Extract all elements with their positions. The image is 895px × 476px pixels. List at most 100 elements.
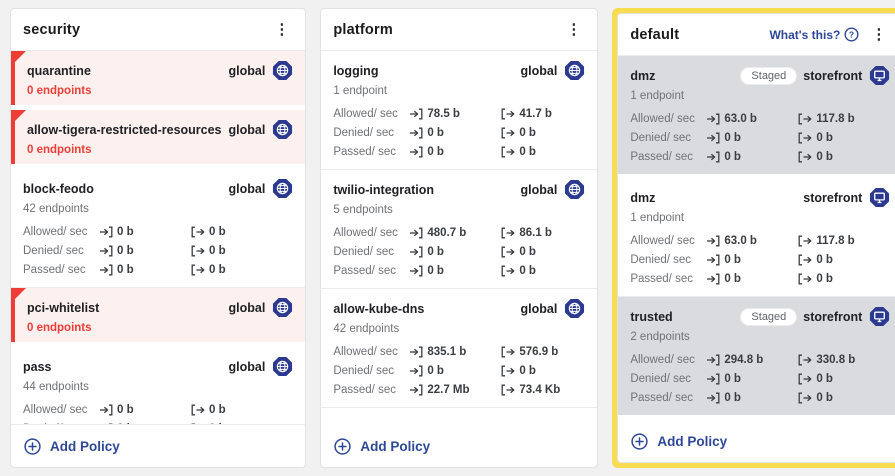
ingress-icon (707, 354, 720, 365)
policy-name: trusted (630, 309, 673, 324)
add-policy-label: Add Policy (50, 438, 120, 454)
policy-card[interactable]: quarantine global 0 endpoints (11, 51, 306, 105)
stat-label: Passed/ sec (333, 145, 396, 158)
policy-card-title-row: pass global (23, 356, 293, 377)
stat-egress: 0 b (191, 264, 293, 276)
policy-card[interactable]: twilio-integration global 5 endpoints Al… (321, 170, 598, 289)
ingress-value: 0 b (117, 244, 134, 257)
policy-stats: Allowed/ sec 63.0 b 117.8 b Denied/ sec (630, 109, 890, 166)
whats-this-label: What's this? (769, 27, 841, 42)
policy-card[interactable]: allow-kube-dns global 42 endpoints Allow… (321, 289, 598, 408)
policy-board: security ⋮ quarantine global 0 endpoints (10, 8, 895, 468)
policy-card-title-row: dmz storefront (630, 187, 890, 208)
add-policy-button[interactable]: Add Policy (321, 425, 597, 467)
policy-scope: global (228, 63, 266, 78)
policy-card[interactable]: dmz storefront 1 endpoint Allowed/ sec 6… (618, 178, 895, 297)
policy-card[interactable]: logging global 1 endpoint Allowed/ sec 7… (321, 51, 598, 170)
egress-icon (191, 226, 205, 237)
stat-ingress: 78.5 b (409, 108, 501, 120)
ingress-value: 0 b (117, 403, 134, 416)
stat-label: Denied/ sec (333, 126, 395, 139)
policy-card-title-row: logging global (333, 60, 585, 81)
egress-value: 0 b (816, 272, 833, 285)
globe-icon (273, 356, 293, 377)
stat-egress: 117.8 b (798, 113, 890, 125)
stat-label: Denied/ sec (333, 245, 395, 258)
policy-name: dmz (630, 190, 656, 205)
egress-icon (501, 246, 515, 257)
ingress-icon (410, 246, 423, 257)
egress-value: 0 b (816, 253, 833, 266)
endpoints-count: 42 endpoints (333, 323, 400, 335)
policy-card-title-row: twilio-integration global (333, 179, 585, 200)
policy-card[interactable]: block-feodo global 42 endpoints Allowed/… (11, 169, 306, 288)
stat-row-passed: Passed/ sec 22.7 Mb 73.4 Kb (333, 380, 585, 399)
stat-label: Denied/ sec (630, 372, 692, 385)
policy-name: pass (23, 359, 52, 374)
stat-label: Allowed/ sec (630, 234, 695, 247)
policy-card-title-row: block-feodo global (23, 178, 293, 199)
stat-ingress: 0 b (409, 127, 501, 139)
egress-value: 330.8 b (816, 353, 856, 366)
egress-icon (501, 108, 515, 119)
egress-icon (798, 151, 812, 162)
stat-egress: 73.4 Kb (501, 384, 585, 396)
stat-row-allowed: Allowed/ sec 480.7 b 86.1 b (333, 223, 585, 242)
egress-icon (191, 264, 205, 275)
tier-menu-button[interactable]: ⋮ (562, 20, 585, 39)
stat-row-allowed: Allowed/ sec 0 b 0 b (23, 400, 293, 419)
egress-icon (191, 404, 205, 415)
stat-label: Allowed/ sec (333, 226, 398, 239)
tier-menu-button[interactable]: ⋮ (867, 25, 890, 44)
stat-egress: 0 b (798, 373, 890, 385)
stat-ingress: 0 b (99, 404, 191, 416)
add-policy-button[interactable]: Add Policy (618, 420, 895, 462)
policy-card-list: logging global 1 endpoint Allowed/ sec 7… (321, 51, 598, 425)
storefront-icon (870, 187, 890, 208)
staged-badge: Staged (741, 308, 797, 325)
stat-ingress: 0 b (706, 373, 798, 385)
policy-scope: global (228, 359, 266, 374)
stat-egress: 0 b (501, 246, 585, 258)
policy-card[interactable]: allow-tigera-restricted-resources global… (11, 110, 306, 164)
stat-ingress: 0 b (409, 365, 501, 377)
whats-this-link[interactable]: What's this? ? (769, 27, 859, 42)
tier-column-wrap: default What's this? ? ⋮ dmz Staged stor… (612, 8, 895, 468)
policy-scope: storefront (803, 309, 863, 324)
egress-value: 73.4 Kb (519, 383, 561, 396)
tier-title: platform (333, 21, 393, 38)
egress-value: 0 b (209, 225, 226, 238)
egress-icon (501, 346, 515, 357)
egress-icon (501, 384, 515, 395)
policy-scope: storefront (803, 190, 863, 205)
tier-column-security: security ⋮ quarantine global 0 endpoints (10, 8, 307, 468)
add-policy-label: Add Policy (360, 438, 431, 454)
policy-card[interactable]: trusted Staged storefront 2 endpoints Al… (618, 297, 895, 415)
stat-ingress: 480.7 b (409, 227, 501, 239)
ingress-value: 294.8 b (724, 353, 764, 366)
policy-card[interactable]: pci-whitelist global 0 endpoints (11, 288, 306, 342)
tier-menu-button[interactable]: ⋮ (270, 20, 293, 39)
stat-ingress: 835.1 b (409, 346, 501, 358)
policy-card-title-row: quarantine global (27, 60, 293, 81)
stat-ingress: 63.0 b (706, 113, 798, 125)
policy-stats: Allowed/ sec 480.7 b 86.1 b Denied/ sec (333, 223, 585, 280)
globe-icon (273, 60, 293, 81)
egress-value: 0 b (209, 244, 226, 257)
add-policy-button[interactable]: Add Policy (11, 425, 305, 467)
policy-card[interactable]: trusted storefront (618, 419, 895, 420)
ingress-icon (410, 227, 423, 238)
egress-value: 0 b (209, 263, 226, 276)
stat-ingress: 294.8 b (706, 354, 798, 366)
tier-column-header: security ⋮ (11, 9, 306, 51)
ingress-icon (410, 365, 423, 376)
tier-column-wrap: security ⋮ quarantine global 0 endpoints (10, 8, 307, 468)
policy-card[interactable]: dmz Staged storefront 1 endpoint Allowed… (618, 56, 895, 174)
egress-value: 0 b (209, 403, 226, 416)
stat-ingress: 0 b (99, 264, 191, 276)
stat-row-allowed: Allowed/ sec 294.8 b 330.8 b (630, 350, 890, 369)
stat-row-allowed: Allowed/ sec 0 b 0 b (23, 222, 293, 241)
policy-card[interactable]: pass global 44 endpoints Allowed/ sec 0 … (11, 347, 306, 425)
egress-icon (798, 254, 812, 265)
globe-icon (565, 298, 585, 319)
